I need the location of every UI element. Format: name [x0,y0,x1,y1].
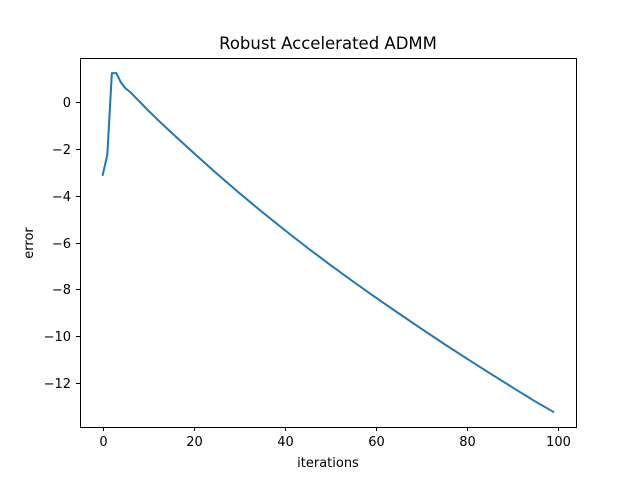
y-tick-label: −4 [52,190,71,205]
y-tick-label: −2 [52,143,71,158]
y-tick-label: −12 [44,377,71,392]
y-tick-label: −6 [52,237,71,252]
plot-area [101,72,555,414]
x-tick-label: 100 [546,435,571,450]
x-axis-label: iterations [297,456,359,471]
x-tick-label: 60 [368,435,385,450]
x-tick-label: 40 [277,435,294,450]
chart-title: Robust Accelerated ADMM [219,34,437,53]
series-line-0 [101,72,555,414]
axes-frame [80,58,577,428]
x-tick-label: 80 [459,435,476,450]
x-tick-label: 20 [186,435,203,450]
x-axis: 0 20 40 60 80 100 [99,427,571,450]
x-tick-label: 0 [99,435,107,450]
y-axis-label: error [22,227,37,259]
y-tick-label: 0 [63,96,71,111]
y-axis: 0 −2 −4 −6 −8 −10 −12 [44,96,80,392]
y-tick-label: −10 [44,330,71,345]
y-tick-label: −8 [52,283,71,298]
